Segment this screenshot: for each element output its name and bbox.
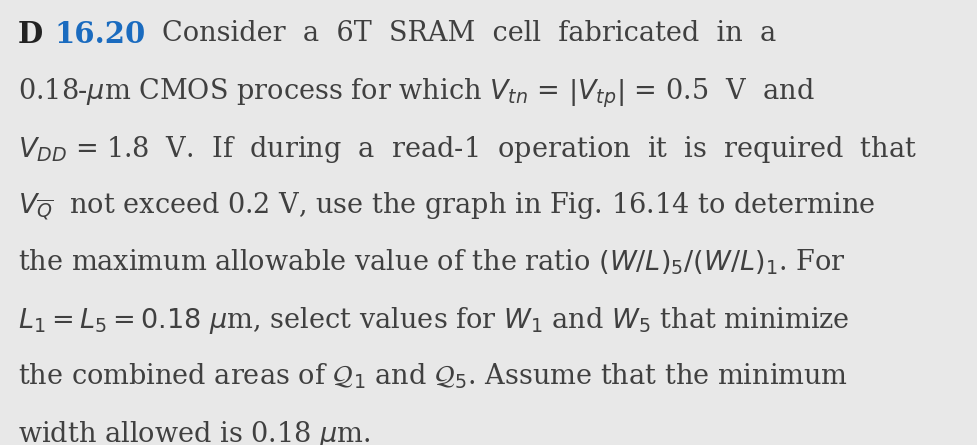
Text: $V_{DD}$ = 1.8  V.  If  during  a  read-1  operation  it  is  required  that: $V_{DD}$ = 1.8 V. If during a read-1 ope… bbox=[18, 134, 916, 165]
Text: 0.18-$\mu$m CMOS process for which $V_{tn}$ = $|V_{tp}|$ = 0.5  V  and: 0.18-$\mu$m CMOS process for which $V_{t… bbox=[18, 77, 814, 110]
Text: 16.20: 16.20 bbox=[55, 20, 146, 49]
Text: width allowed is 0.18 $\mu$m.: width allowed is 0.18 $\mu$m. bbox=[18, 419, 370, 445]
Text: $L_1 = L_5 = 0.18\ \mu$m, select values for $W_1$ and $W_5$ that minimize: $L_1 = L_5 = 0.18\ \mu$m, select values … bbox=[18, 305, 849, 336]
Text: $V_{\overline{Q}}$  not exceed 0.2 V, use the graph in Fig. 16.14 to determine: $V_{\overline{Q}}$ not exceed 0.2 V, use… bbox=[18, 191, 874, 224]
Text: the maximum allowable value of the ratio $(W/L)_5/(W/L)_1$. For: the maximum allowable value of the ratio… bbox=[18, 248, 845, 277]
Text: Consider  a  6T  SRAM  cell  fabricated  in  a: Consider a 6T SRAM cell fabricated in a bbox=[162, 20, 777, 47]
Text: D: D bbox=[18, 20, 43, 49]
Text: the combined areas of $\mathcal{Q}_1$ and $\mathcal{Q}_5$. Assume that the minim: the combined areas of $\mathcal{Q}_1$ an… bbox=[18, 362, 848, 391]
